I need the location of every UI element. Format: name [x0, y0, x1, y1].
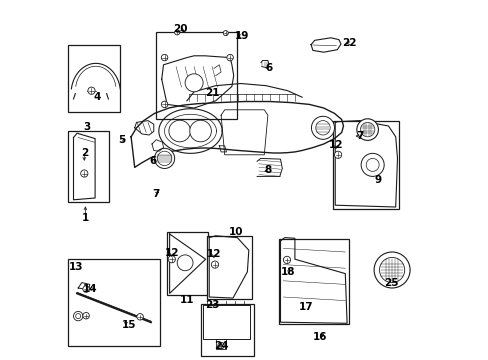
Circle shape: [161, 54, 167, 61]
Text: 8: 8: [264, 165, 271, 175]
Text: 12: 12: [164, 248, 179, 258]
Bar: [68, 45, 120, 112]
Text: 24: 24: [213, 341, 228, 351]
Text: 5: 5: [118, 135, 125, 145]
Bar: [68, 131, 109, 202]
Text: 1: 1: [81, 213, 89, 223]
Circle shape: [356, 119, 378, 140]
Text: 13: 13: [69, 262, 83, 272]
Bar: [206, 236, 251, 299]
Circle shape: [283, 256, 290, 264]
Text: 22: 22: [342, 38, 356, 48]
Text: 7: 7: [356, 131, 364, 141]
Text: 15: 15: [121, 320, 136, 330]
Circle shape: [154, 148, 174, 168]
Text: 12: 12: [328, 140, 343, 150]
Text: 17: 17: [299, 302, 313, 312]
Text: 20: 20: [173, 24, 188, 34]
Circle shape: [360, 122, 374, 137]
Text: 4: 4: [93, 92, 101, 102]
Circle shape: [379, 257, 404, 283]
Text: 19: 19: [234, 31, 248, 41]
Text: 9: 9: [373, 175, 381, 185]
Text: 6: 6: [149, 156, 156, 166]
Bar: [201, 304, 253, 356]
Circle shape: [88, 87, 95, 94]
Text: 11: 11: [179, 294, 194, 305]
Circle shape: [161, 101, 167, 108]
Text: 18: 18: [281, 267, 295, 277]
Circle shape: [137, 314, 143, 320]
Circle shape: [311, 116, 334, 139]
Circle shape: [82, 286, 89, 292]
Circle shape: [81, 170, 88, 177]
Circle shape: [226, 54, 233, 61]
Text: 10: 10: [228, 227, 243, 237]
Circle shape: [157, 151, 171, 166]
Text: 2: 2: [81, 148, 88, 158]
Text: 25: 25: [384, 278, 398, 288]
Circle shape: [334, 151, 341, 158]
Circle shape: [185, 74, 203, 92]
Text: 7: 7: [152, 189, 159, 199]
Text: 6: 6: [265, 63, 272, 73]
Circle shape: [223, 31, 228, 36]
Circle shape: [82, 312, 89, 319]
Text: 21: 21: [205, 88, 220, 98]
Circle shape: [373, 252, 409, 288]
Circle shape: [366, 158, 378, 171]
Bar: [278, 239, 348, 324]
Circle shape: [361, 153, 384, 176]
Bar: [156, 32, 237, 119]
Text: 23: 23: [205, 300, 220, 310]
Text: 16: 16: [312, 332, 326, 342]
Circle shape: [177, 255, 193, 271]
Bar: [203, 305, 249, 339]
Circle shape: [73, 311, 82, 321]
Circle shape: [218, 342, 224, 349]
Bar: [68, 259, 160, 346]
Bar: [167, 232, 208, 295]
Bar: [332, 121, 399, 209]
Circle shape: [211, 261, 218, 268]
Text: 14: 14: [83, 284, 98, 294]
Circle shape: [315, 121, 329, 135]
Circle shape: [174, 30, 179, 35]
Circle shape: [189, 120, 211, 142]
Text: 3: 3: [83, 122, 90, 132]
Circle shape: [168, 256, 175, 263]
Circle shape: [168, 120, 190, 142]
Circle shape: [76, 314, 81, 319]
Text: 12: 12: [206, 249, 221, 259]
